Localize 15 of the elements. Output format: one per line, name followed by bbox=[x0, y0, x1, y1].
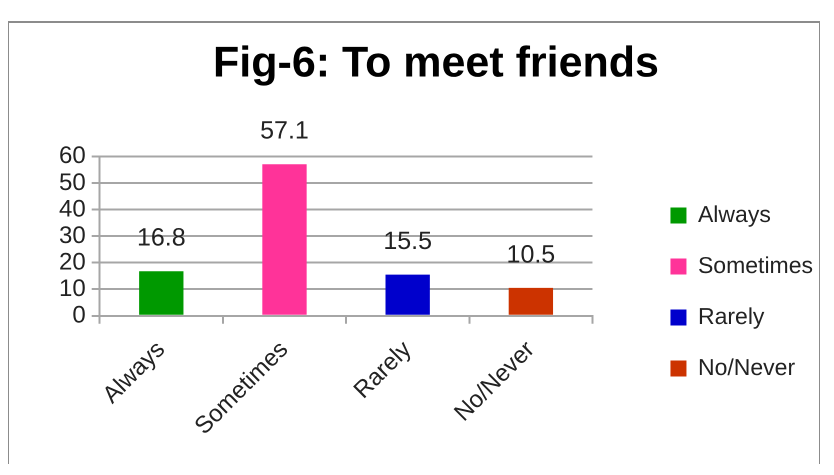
legend-label: Always bbox=[698, 200, 771, 227]
data-label: 10.5 bbox=[506, 240, 556, 268]
data-label: 15.5 bbox=[383, 227, 432, 256]
data-label: 16.8 bbox=[136, 224, 186, 252]
legend-label: Sometimes bbox=[698, 252, 814, 278]
y-tick-label: 40 bbox=[58, 195, 86, 222]
y-tick-label: 20 bbox=[58, 248, 86, 276]
legend-label: Rarely bbox=[698, 302, 765, 329]
data-label: 57.1 bbox=[260, 116, 309, 145]
y-tick-label: 0 bbox=[72, 301, 86, 328]
y-tick-label: 30 bbox=[58, 222, 86, 249]
y-tick-label: 60 bbox=[58, 142, 86, 170]
chart-title: Fig-6: To meet friends bbox=[213, 38, 659, 87]
y-tick-label: 50 bbox=[58, 168, 86, 196]
y-tick-label: 10 bbox=[58, 274, 86, 302]
